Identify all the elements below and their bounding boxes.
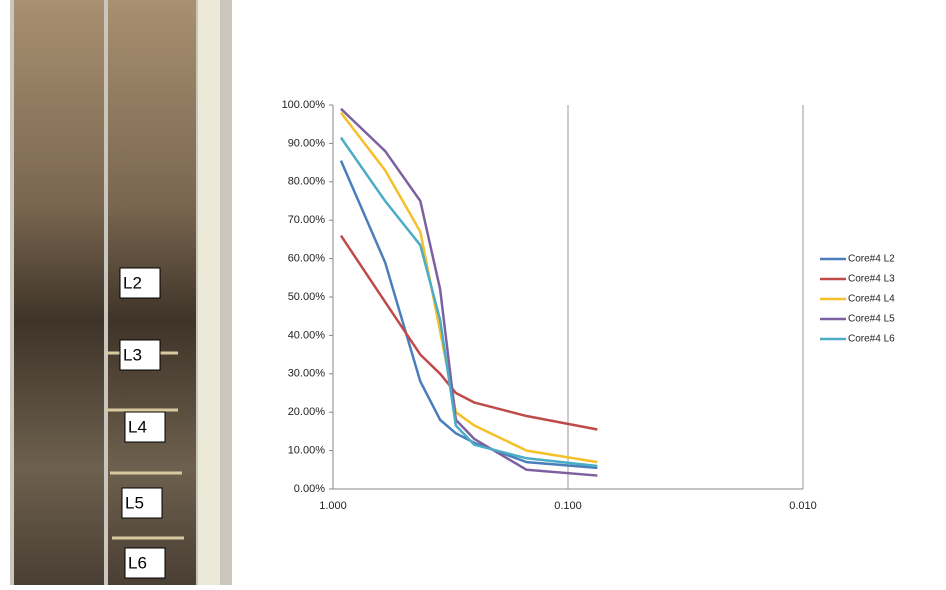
x-tick-label: 1.000 <box>319 500 347 512</box>
legend-label: Core#4 L5 <box>848 314 895 325</box>
label-box <box>124 547 166 579</box>
y-tick-label: 10.00% <box>288 445 326 457</box>
y-tick-label: 30.00% <box>288 368 326 380</box>
series-line <box>339 136 598 468</box>
legend-label: Core#4 L4 <box>848 294 895 305</box>
layer-label: L3 <box>123 345 142 364</box>
legend-label: Core#4 L2 <box>848 254 895 265</box>
series-line <box>339 160 598 470</box>
y-tick-label: 90.00% <box>288 137 326 149</box>
y-tick-label: 40.00% <box>288 329 326 341</box>
series-line <box>339 234 598 431</box>
label-box <box>124 411 166 443</box>
layer-label: L4 <box>128 417 147 436</box>
y-tick-label: 0.00% <box>294 483 325 495</box>
y-tick-label: 60.00% <box>288 253 326 265</box>
y-tick-label: 80.00% <box>288 176 326 188</box>
series-line <box>340 107 598 477</box>
layer-label: L6 <box>128 553 147 572</box>
label-box <box>119 339 161 371</box>
x-tick-label: 0.100 <box>554 500 582 512</box>
series-line <box>339 111 598 464</box>
legend-label: Core#4 L3 <box>848 274 895 285</box>
layer-label: L5 <box>125 493 144 512</box>
y-tick-label: 100.00% <box>282 99 326 111</box>
core-column <box>14 0 104 585</box>
legend-label: Core#4 L6 <box>848 334 895 345</box>
y-tick-label: 20.00% <box>288 406 326 418</box>
label-box <box>119 267 161 299</box>
label-box <box>121 487 163 519</box>
layer-label: L2 <box>123 273 142 292</box>
y-tick-label: 50.00% <box>288 291 326 303</box>
ruler <box>198 0 220 585</box>
y-tick-label: 70.00% <box>288 214 326 226</box>
x-tick-label: 0.010 <box>789 500 817 512</box>
core-photo <box>10 0 232 585</box>
